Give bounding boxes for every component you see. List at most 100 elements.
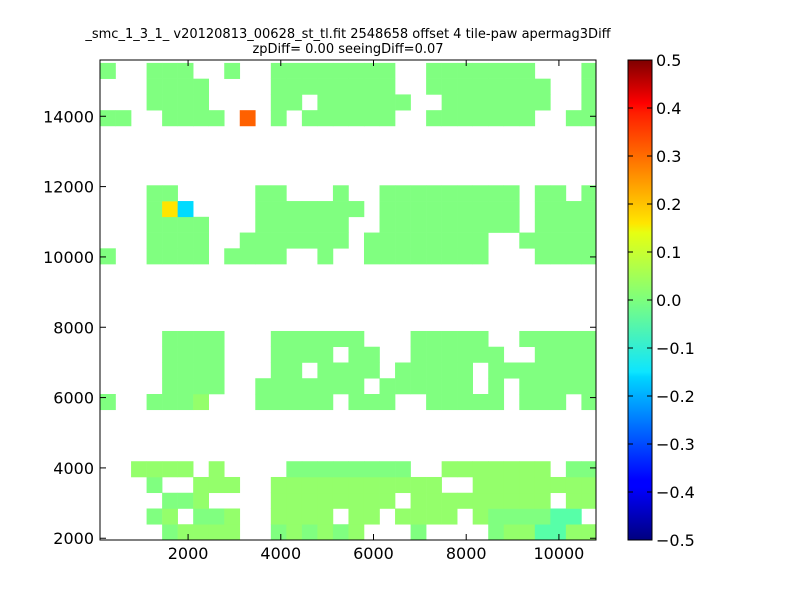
x-tick-label: 6000 [353, 544, 394, 563]
heatmap-cell [581, 492, 597, 509]
heatmap-cell [534, 94, 551, 111]
heatmap-cell [581, 461, 597, 478]
plot-background [100, 60, 596, 540]
heatmap-cell [426, 394, 442, 411]
heatmap-cell [162, 110, 178, 127]
heatmap-cell [348, 461, 365, 478]
heatmap-cell [239, 248, 256, 265]
heatmap-cell [457, 394, 473, 411]
heatmap-cell [332, 378, 349, 395]
heatmap-cell [270, 78, 287, 95]
y-tick-label: 8000 [53, 318, 94, 337]
heatmap-cell [146, 94, 163, 111]
heatmap-cell [581, 62, 597, 79]
heatmap-cell [410, 362, 427, 379]
heatmap-cell [317, 62, 334, 79]
heatmap-cell [519, 492, 536, 509]
heatmap-cell [472, 346, 489, 363]
heatmap-cell [457, 62, 473, 79]
heatmap-cell [348, 362, 365, 379]
heatmap-cell [550, 330, 567, 348]
heatmap-cell [581, 110, 597, 127]
heatmap-cell [177, 394, 194, 411]
heatmap-cell [146, 216, 163, 233]
heatmap-cell [177, 378, 194, 395]
heatmap-cell [426, 476, 442, 494]
heatmap-cell [162, 330, 178, 348]
heatmap-cell [534, 492, 551, 509]
heatmap-cell [395, 201, 411, 218]
heatmap-cell [457, 492, 473, 509]
heatmap-cell [550, 378, 567, 395]
heatmap-cell [395, 378, 411, 395]
heatmap-cell [177, 78, 194, 95]
heatmap-cell [472, 492, 489, 509]
heatmap-cell [270, 394, 287, 411]
heatmap-cell [395, 248, 411, 265]
heatmap-cell [332, 461, 349, 478]
heatmap-cell [100, 62, 116, 79]
heatmap-cell [348, 346, 365, 363]
heatmap-cell [146, 394, 163, 411]
heatmap-cell [332, 185, 349, 202]
heatmap-cell [426, 508, 442, 525]
heatmap-cell [255, 232, 272, 249]
heatmap-cell [363, 78, 380, 95]
heatmap-cell [488, 185, 505, 202]
heatmap-cell [550, 232, 567, 249]
heatmap-cell [193, 524, 209, 541]
heatmap-cell [581, 94, 597, 111]
heatmap-cell [457, 201, 473, 218]
heatmap-cell [503, 508, 520, 525]
heatmap-cell [503, 492, 520, 509]
heatmap-cell [395, 185, 411, 202]
heatmap-cell [177, 461, 194, 478]
heatmap-cell [193, 492, 209, 509]
heatmap-cell [426, 201, 442, 218]
heatmap-cell [332, 524, 349, 541]
heatmap-cell [472, 94, 489, 111]
heatmap-cell [348, 378, 365, 395]
heatmap-cell [193, 362, 209, 379]
heatmap-cell [550, 476, 567, 494]
y-axis: 2000 4000 6000 8000 10000 12000 14000 [43, 107, 596, 548]
heatmap-cell [286, 394, 303, 411]
heatmap-cell [332, 94, 349, 111]
heatmap-cell [503, 524, 520, 541]
heatmap-cell [534, 378, 551, 395]
heatmap-cell [286, 78, 303, 95]
heatmap-cell [519, 330, 536, 348]
heatmap-cell [301, 524, 318, 541]
heatmap-cell [457, 78, 473, 95]
heatmap-cell [488, 216, 505, 233]
heatmap-cell [348, 78, 365, 95]
heatmap-cell [441, 62, 458, 79]
heatmap-cell [317, 476, 334, 494]
heatmap-cell [286, 492, 303, 509]
heatmap-cell [472, 216, 489, 233]
heatmap-cell [581, 201, 597, 218]
heatmap-cell [332, 201, 349, 218]
heatmap-cell [146, 62, 163, 79]
heatmap-cell [519, 78, 536, 95]
heatmap-cell [472, 78, 489, 95]
heatmap-cell [441, 394, 458, 411]
heatmap-cell [255, 394, 272, 411]
heatmap-cell [146, 476, 163, 494]
heatmap-cell [301, 461, 318, 478]
heatmap-cell [410, 508, 427, 525]
heatmap-cell [270, 492, 287, 509]
heatmap-cell [255, 248, 272, 265]
heatmap-cell [488, 394, 505, 411]
heatmap-cell [534, 476, 551, 494]
heatmap-cell [193, 110, 209, 127]
heatmap-cell [363, 461, 380, 478]
heatmap-cell [379, 94, 396, 111]
heatmap-cell [317, 508, 334, 525]
x-tick-label: 10000 [533, 544, 584, 563]
colorbar-ticks: 0.5 0.4 0.3 0.2 0.1 0.0 −0.1 −0.2 −0.3 −0.4 −0.5 [628, 51, 695, 550]
heatmap-cell [534, 248, 551, 265]
heatmap-cell [224, 524, 241, 541]
y-tick-label: 6000 [53, 389, 94, 408]
heatmap-cell [550, 201, 567, 218]
